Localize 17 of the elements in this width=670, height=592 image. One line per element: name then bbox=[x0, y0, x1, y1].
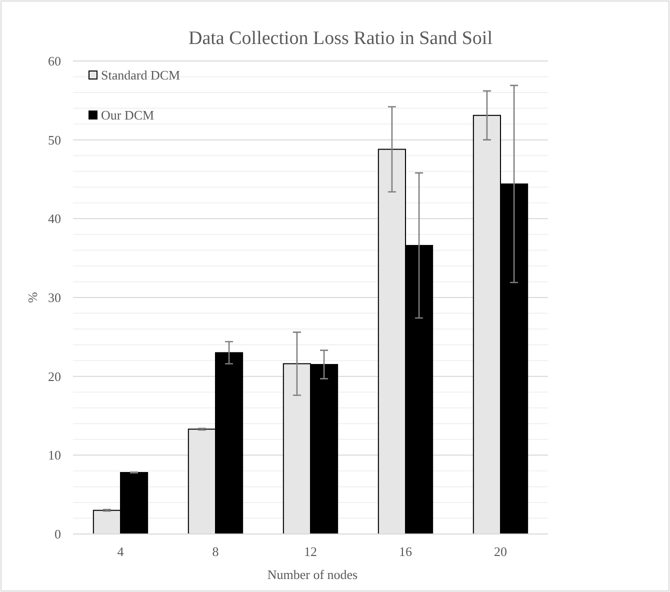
x-tick-label: 8 bbox=[212, 544, 219, 559]
y-tick-label: 30 bbox=[48, 290, 61, 306]
y-axis-title: % bbox=[25, 292, 40, 303]
y-tick-label: 10 bbox=[48, 448, 61, 463]
x-tick-label: 4 bbox=[117, 544, 124, 559]
legend-label: Our DCM bbox=[101, 108, 155, 123]
x-axis-title: Number of nodes bbox=[267, 567, 358, 582]
y-tick-label: 20 bbox=[48, 368, 61, 384]
legend-label: Standard DCM bbox=[101, 68, 181, 83]
y-tick-label: 0 bbox=[54, 526, 61, 542]
x-tick-label: 20 bbox=[494, 544, 507, 559]
x-tick-label: 16 bbox=[399, 544, 412, 559]
x-tick-label: 12 bbox=[304, 544, 317, 559]
chart-title: Data Collection Loss Ratio in Sand Soil bbox=[188, 28, 492, 49]
y-tick-label: 50 bbox=[48, 132, 61, 148]
y-tick-label: 40 bbox=[48, 211, 61, 226]
y-tick-label: 60 bbox=[48, 54, 61, 69]
